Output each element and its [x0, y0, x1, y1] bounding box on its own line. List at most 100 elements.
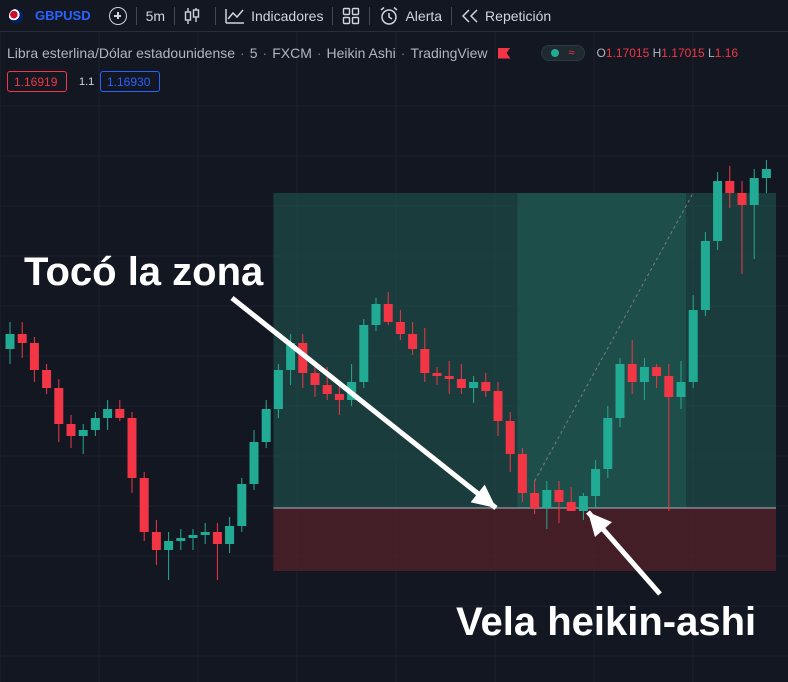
candle-body: [225, 526, 235, 544]
interval-label: 5m: [145, 7, 166, 24]
candle-body: [298, 343, 308, 373]
candle-body: [517, 454, 527, 493]
projection-line: [534, 192, 694, 482]
rewind-icon: [461, 8, 478, 23]
candle-body: [481, 382, 491, 391]
replay-button[interactable]: Repetición: [452, 0, 560, 32]
layouts-button[interactable]: [333, 0, 369, 32]
broker-name: FXCM: [272, 45, 312, 61]
ohlc-low-label: L: [708, 46, 715, 60]
candle-body: [371, 304, 381, 325]
sell-price-button[interactable]: 1.16919: [7, 71, 67, 92]
interval-selector[interactable]: 5m: [137, 0, 174, 32]
symbol-label: GBPUSD: [35, 8, 91, 23]
data-source: TradingView: [410, 45, 488, 61]
indicators-button[interactable]: Indicadores: [216, 0, 332, 32]
candle-body: [164, 541, 174, 550]
candle-body: [310, 373, 320, 385]
candle-body: [212, 532, 222, 544]
candle-body: [322, 385, 332, 394]
candle-body: [286, 343, 296, 370]
candle-body: [273, 370, 283, 409]
interval-value: 5: [249, 45, 258, 61]
candle-body: [103, 409, 113, 418]
candle-body: [469, 382, 479, 388]
candle-body: [700, 241, 710, 310]
candle-body: [188, 535, 198, 538]
candle-body: [505, 421, 515, 454]
toolbar-divider: [332, 6, 334, 25]
status-dot-icon: [550, 49, 559, 57]
candle-body: [5, 334, 15, 349]
candle-body: [54, 388, 64, 424]
ohlc-open-label: O: [596, 46, 606, 60]
ohlc-values: O1.17015 H1.17015 L1.16: [597, 46, 739, 60]
market-status-pill[interactable]: ≈: [540, 45, 585, 61]
candle-body: [664, 376, 674, 397]
candle-body: [627, 364, 637, 382]
grid-icon: [343, 7, 360, 24]
chart-type-button[interactable]: [175, 0, 215, 32]
candle-body: [237, 484, 247, 526]
candle-body: [578, 496, 588, 511]
ohlc-open-value: 1.17015: [605, 46, 650, 60]
candle-body: [456, 379, 466, 388]
alert-button[interactable]: Alerta: [370, 0, 451, 32]
indicators-label: Indicadores: [251, 7, 324, 24]
gbp-usd-flag-icon: [9, 8, 23, 23]
spread-value: 1.1: [79, 75, 95, 88]
candle-body: [78, 430, 88, 436]
buy-price-button[interactable]: 1.16930: [100, 71, 160, 92]
ohlc-high-value: 1.17015: [661, 46, 705, 60]
candle-arrow-head: [588, 512, 612, 538]
separator-dot: ·: [316, 45, 322, 61]
candle-body: [530, 493, 540, 508]
add-symbol-button[interactable]: [100, 0, 136, 32]
symbol-selector[interactable]: GBPUSD: [0, 0, 100, 32]
separator-dot: ·: [262, 45, 268, 61]
toolbar-divider: [451, 6, 453, 25]
replay-label: Repetición: [485, 7, 552, 24]
candle-body: [603, 418, 613, 469]
candle-body: [17, 334, 27, 343]
candle-body: [115, 409, 125, 418]
candle-body: [749, 178, 759, 205]
filled-profit-zone: [517, 193, 686, 508]
ohlc-high-label: H: [652, 46, 662, 60]
alert-label: Alerta: [405, 7, 443, 24]
candle-body: [90, 418, 100, 430]
candle-body: [139, 478, 149, 532]
candle-body: [652, 367, 662, 376]
candle-body: [676, 382, 686, 397]
candle-body: [591, 469, 601, 496]
zone-touch-arrow: [230, 296, 498, 510]
top-toolbar: GBPUSD 5m Indicadores: [0, 0, 788, 32]
indicators-icon: [225, 8, 245, 24]
separator-dot: ·: [400, 45, 406, 61]
stop-loss-zone: [273, 508, 776, 571]
candle-body: [359, 325, 369, 382]
candle-body: [66, 424, 76, 436]
candle-body: [408, 334, 418, 349]
candle-body: [725, 181, 735, 193]
candle-body: [383, 304, 393, 322]
wave-icon: ≈: [568, 47, 575, 59]
candle-body: [737, 193, 747, 205]
candle-body: [29, 343, 39, 370]
separator-dot: ·: [240, 45, 245, 61]
candle-body: [639, 367, 649, 382]
chart-style-name: Heikin Ashi: [326, 45, 396, 61]
toolbar-divider: [135, 6, 137, 25]
chart-legend: Libra esterlina/Dólar estadounidense · 5…: [0, 42, 788, 64]
candle-body: [542, 490, 552, 508]
instrument-title[interactable]: Libra esterlina/Dólar estadounidense: [7, 45, 236, 61]
candle-body: [554, 490, 564, 502]
candle-body: [566, 502, 576, 511]
candle-body: [420, 349, 430, 373]
flag-icon[interactable]: [497, 47, 511, 59]
candle-body: [615, 364, 625, 418]
candle-body: [42, 370, 52, 388]
candle-body: [249, 442, 259, 484]
zone-touch-annotation: Tocó la zona: [24, 250, 264, 294]
